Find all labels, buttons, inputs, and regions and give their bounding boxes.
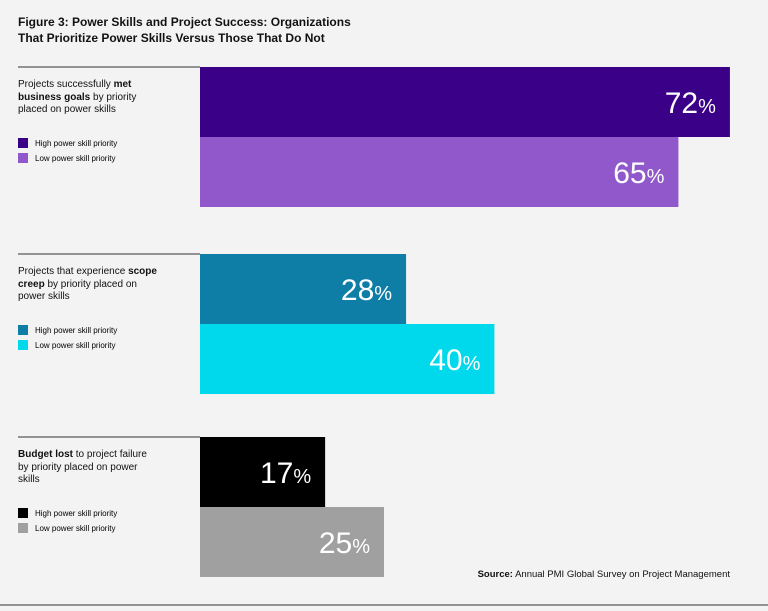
text-part: Annual PMI Global Survey on Project Mana… (512, 569, 730, 580)
legend-swatch (18, 523, 28, 533)
value-label: 28% (341, 274, 392, 307)
bar (200, 254, 407, 324)
value-label: 17% (260, 457, 311, 490)
bar (200, 437, 326, 507)
legend-swatch (18, 325, 28, 335)
source: Source: Annual PMI Global Survey on Proj… (478, 569, 730, 580)
group-label: Projects that experience scope creep by … (18, 266, 158, 304)
legend-label: High power skill priority (35, 326, 117, 335)
bar (200, 137, 679, 207)
value-label: 25% (319, 527, 370, 560)
group-label: Projects successfully met business goals… (18, 79, 158, 117)
text-part: by priority placed on power skills (18, 91, 137, 116)
legend-label: High power skill priority (35, 509, 117, 518)
bar (200, 507, 384, 577)
text-part: to project failure by priority placed on… (18, 449, 147, 485)
text-part: Projects that experience (18, 266, 129, 277)
legend-swatch (18, 138, 28, 148)
legend-swatch (18, 508, 28, 518)
value-label: 72% (665, 87, 716, 120)
text-part: met business goals (18, 79, 132, 103)
text-part: Projects successfully (18, 79, 114, 90)
bar (200, 324, 495, 394)
legend-label: Low power skill priority (35, 524, 115, 533)
bar (200, 67, 730, 137)
group-label: Budget lost to project failure by priori… (18, 449, 158, 487)
text-part: scope creep (18, 266, 157, 290)
legend-swatch (18, 153, 28, 163)
legend-label: Low power skill priority (35, 341, 115, 350)
value-label: 65% (613, 157, 664, 190)
legend-label: Low power skill priority (35, 154, 115, 163)
legend-swatch (18, 340, 28, 350)
text-part: Budget lost (18, 449, 73, 460)
chart-title: Figure 3: Power Skills and Project Succe… (18, 15, 351, 45)
value-label: 40% (429, 344, 480, 377)
text-part: by priority placed on power skills (18, 278, 137, 303)
text-part: Source: (477, 569, 513, 580)
legend-label: High power skill priority (35, 139, 117, 148)
